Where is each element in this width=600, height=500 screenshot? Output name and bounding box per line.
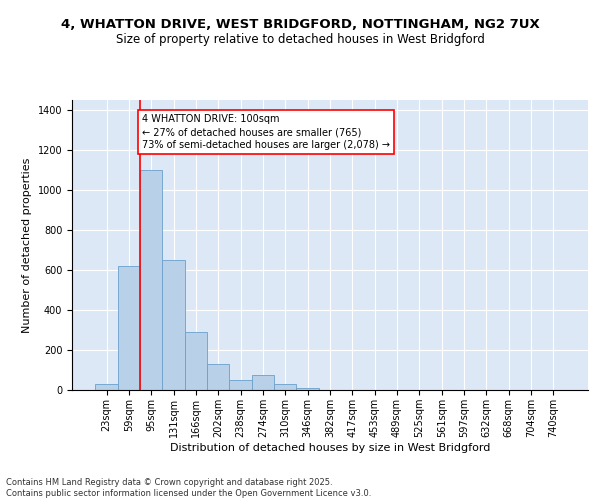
Bar [252,375,274,390]
Bar [207,364,229,390]
Bar [140,170,163,390]
Text: 4, WHATTON DRIVE, WEST BRIDGFORD, NOTTINGHAM, NG2 7UX: 4, WHATTON DRIVE, WEST BRIDGFORD, NOTTIN… [61,18,539,30]
Bar [118,266,140,390]
Text: 4 WHATTON DRIVE: 100sqm
← 27% of detached houses are smaller (765)
73% of semi-d: 4 WHATTON DRIVE: 100sqm ← 27% of detache… [142,114,391,150]
X-axis label: Distribution of detached houses by size in West Bridgford: Distribution of detached houses by size … [170,442,490,452]
Y-axis label: Number of detached properties: Number of detached properties [22,158,32,332]
Bar [163,260,185,390]
Text: Contains HM Land Registry data © Crown copyright and database right 2025.
Contai: Contains HM Land Registry data © Crown c… [6,478,371,498]
Text: Size of property relative to detached houses in West Bridgford: Size of property relative to detached ho… [116,32,484,46]
Bar [296,388,319,390]
Bar [229,380,252,390]
Bar [185,332,207,390]
Bar [95,384,118,390]
Bar [274,384,296,390]
